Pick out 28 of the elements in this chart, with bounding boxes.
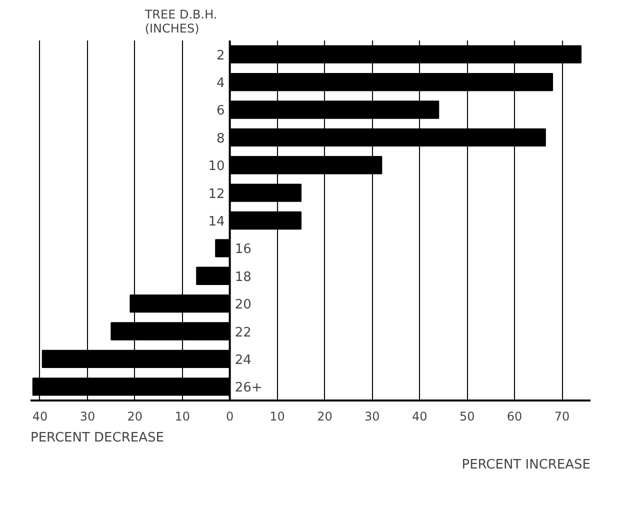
x-tick-label: 60 (506, 410, 522, 424)
y-tick-label: 10 (208, 159, 225, 174)
x-tick-label: 40 (32, 410, 48, 424)
y-tick-label: 2 (216, 48, 225, 64)
x-tick-label: 10 (270, 410, 285, 424)
x-tick-label: 50 (459, 410, 475, 424)
y-tick-label: 20 (234, 298, 252, 313)
y-tick-label: 24 (234, 352, 252, 368)
x-tick-label: 30 (80, 410, 96, 424)
y-tick-label: 6 (216, 104, 225, 119)
y-tick-label: 18 (234, 270, 252, 285)
x-tick-label: 70 (554, 410, 570, 424)
y-tick-label: 8 (216, 131, 225, 146)
y-tick-label: 12 (208, 186, 225, 202)
y-tick-label: 14 (208, 214, 225, 230)
x-tick-label: 20 (317, 410, 332, 424)
text: PERCENT DECREASE (30, 430, 164, 446)
y-axis-title: TREE D.B.H. (INCHES) (144, 8, 218, 36)
x-tick-label: 0 (226, 410, 234, 424)
y-tick-label: 4 (216, 76, 225, 92)
x-tick-label: 10 (174, 410, 190, 424)
y-tick-label: 22 (234, 325, 252, 340)
text: PERCENT INCREASE (462, 458, 591, 472)
x-tick-label: 20 (127, 410, 143, 424)
y-tick-label: 16 (234, 242, 252, 258)
x-tick-label: 40 (412, 410, 428, 424)
y-tick-label: 26+ (234, 380, 262, 396)
x-tick-label: 30 (364, 410, 380, 424)
